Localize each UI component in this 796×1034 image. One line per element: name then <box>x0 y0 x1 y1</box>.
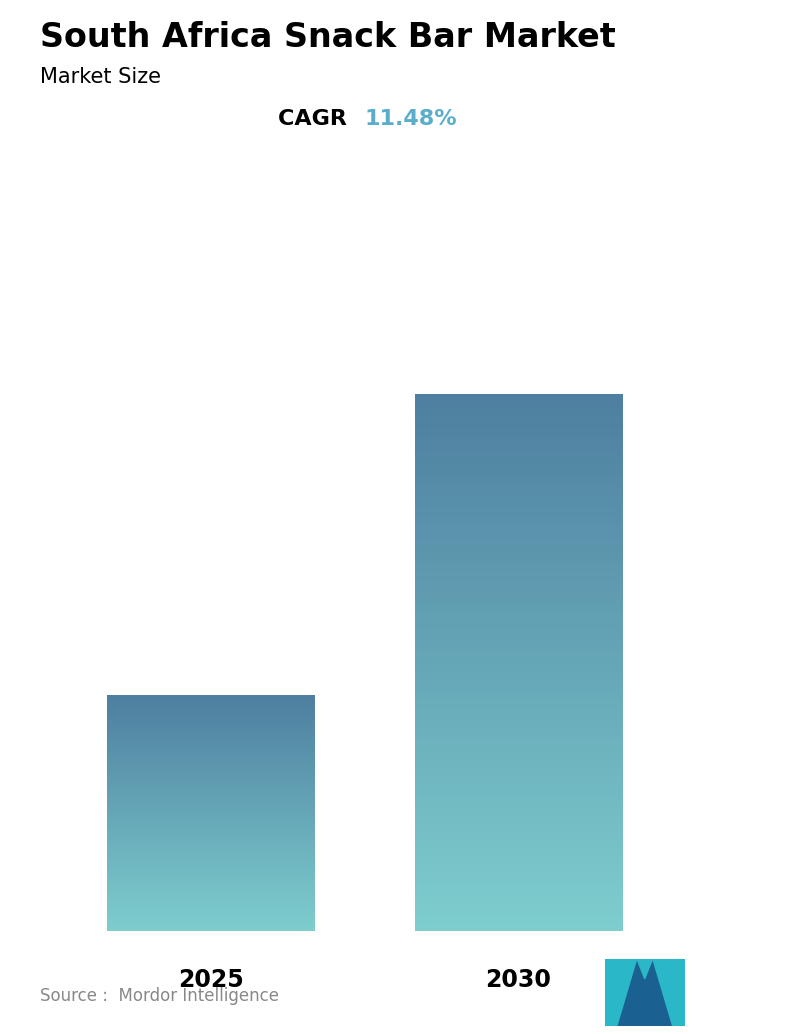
Polygon shape <box>605 959 637 1026</box>
Text: 2025: 2025 <box>178 968 244 993</box>
Text: 2030: 2030 <box>486 968 552 993</box>
Text: Source :  Mordor Intelligence: Source : Mordor Intelligence <box>40 987 279 1005</box>
Polygon shape <box>653 959 685 1026</box>
Polygon shape <box>605 959 685 1026</box>
Text: 11.48%: 11.48% <box>365 109 457 128</box>
Text: Market Size: Market Size <box>40 67 161 87</box>
Text: South Africa Snack Bar Market: South Africa Snack Bar Market <box>40 21 615 54</box>
Text: CAGR: CAGR <box>278 109 362 128</box>
Polygon shape <box>637 959 653 978</box>
